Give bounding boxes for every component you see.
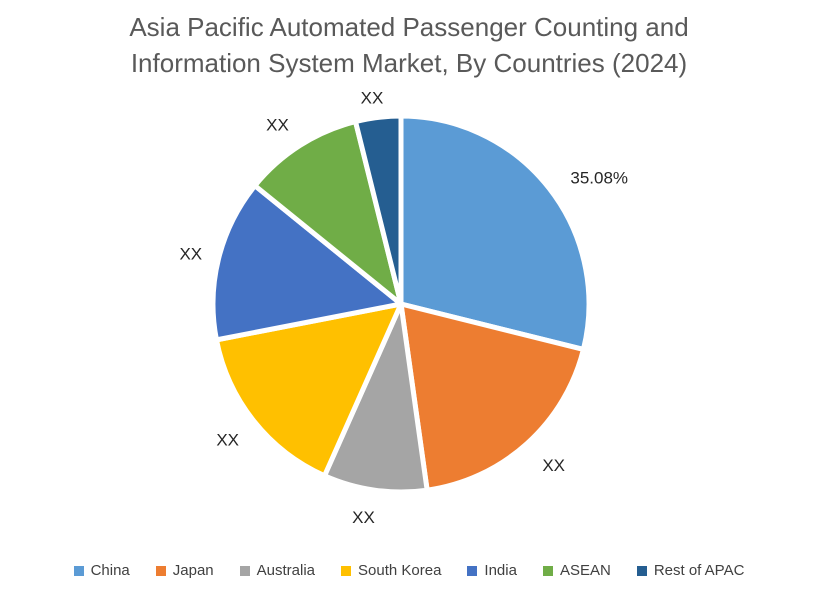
data-label-asean: XX	[266, 115, 289, 134]
legend-swatch-india	[467, 565, 478, 576]
legend-item-australia: Australia	[239, 562, 316, 579]
chart-title: Asia Pacific Automated Passenger Countin…	[0, 9, 818, 81]
legend-label-india: India	[484, 562, 517, 579]
chart-title-line-2: Information System Market, By Countries …	[130, 48, 688, 78]
pie-slice-japan	[398, 301, 586, 493]
legend-label-asean: ASEAN	[559, 562, 611, 579]
legend-item-asean: ASEAN	[542, 562, 611, 579]
legend-swatch-china	[73, 565, 84, 576]
legend-label-rest-of-apac: Rest of APAC	[653, 562, 745, 579]
legend: China Japan Australia South Korea India ASEAN…	[0, 562, 818, 579]
legend-label-south-korea: South Korea	[358, 562, 442, 579]
pie-slice-india	[210, 183, 404, 343]
legend-swatch-south-korea	[341, 565, 352, 576]
legend-swatch-asean	[542, 565, 553, 576]
legend-swatch-rest-of-apac	[636, 565, 647, 576]
data-label-australia: XX	[352, 508, 375, 527]
legend-label-china: China	[90, 562, 130, 579]
legend-item-rest-of-apac: Rest of APAC	[636, 562, 745, 579]
pie-slice-china	[398, 113, 592, 352]
legend-swatch-australia	[239, 565, 250, 576]
legend-label-australia: Australia	[256, 562, 316, 579]
legend-label-japan: Japan	[172, 562, 214, 579]
pie-slice-rest-of-apac	[353, 113, 404, 307]
data-label-china: 35.08%	[570, 169, 628, 188]
legend-item-china: China	[73, 562, 130, 579]
pie-slice-south-korea	[213, 301, 404, 479]
legend-swatch-japan	[155, 565, 166, 576]
data-label-rest-of-apac: XX	[361, 88, 384, 107]
legend-item-japan: Japan	[155, 562, 214, 579]
chart-title-line-1: Asia Pacific Automated Passenger Countin…	[129, 12, 689, 42]
data-label-japan: XX	[542, 456, 565, 475]
data-label-south-korea: XX	[216, 430, 239, 449]
pie-slice-australia	[322, 301, 430, 495]
data-label-india: XX	[179, 245, 202, 264]
legend-item-south-korea: South Korea	[341, 562, 441, 579]
legend-item-india: India	[467, 562, 517, 579]
